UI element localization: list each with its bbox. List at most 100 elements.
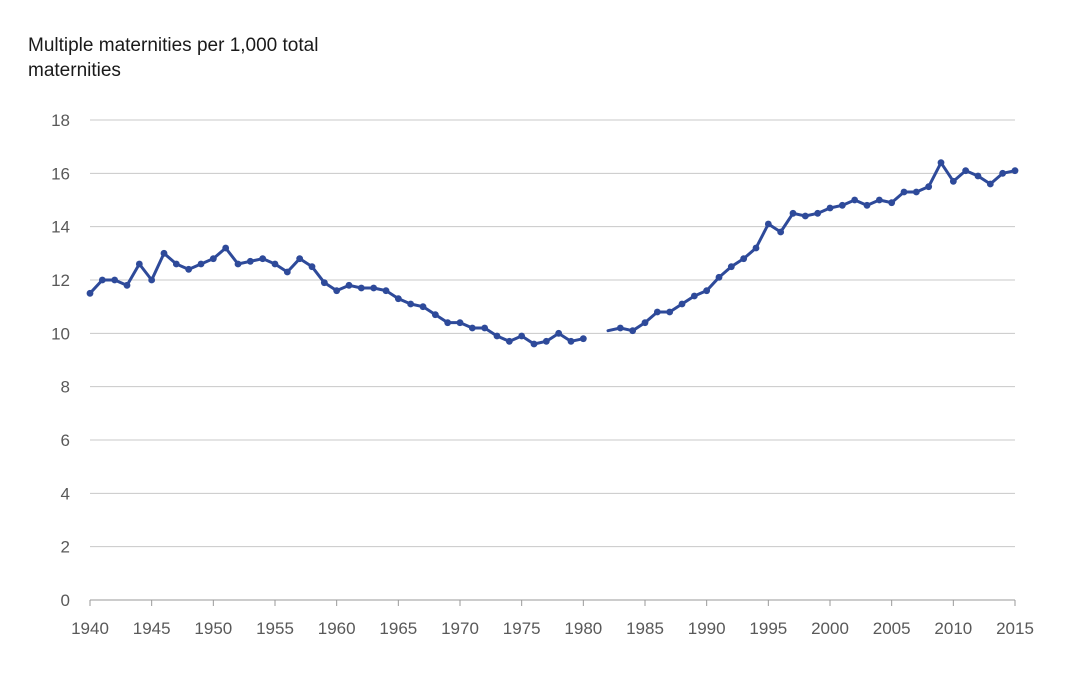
data-point	[283, 268, 291, 276]
data-point	[148, 276, 156, 284]
y-tick-label: 18	[51, 111, 70, 130]
data-point	[86, 289, 94, 297]
data-point	[135, 260, 143, 268]
data-point	[962, 167, 970, 175]
series-line-1	[88, 246, 585, 346]
data-point	[715, 273, 723, 281]
data-point	[949, 177, 957, 185]
data-point	[937, 159, 945, 167]
data-point	[826, 204, 834, 212]
data-point	[851, 196, 859, 204]
data-point	[690, 292, 698, 300]
y-tick-label: 0	[61, 591, 70, 610]
data-point	[345, 281, 353, 289]
x-tick-label: 2000	[811, 619, 849, 638]
data-point	[789, 209, 797, 217]
data-point	[308, 263, 316, 271]
data-point	[197, 260, 205, 268]
data-point	[530, 340, 538, 348]
data-point	[370, 284, 378, 292]
x-tick-label: 1965	[379, 619, 417, 638]
data-point	[900, 188, 908, 196]
data-point	[678, 300, 686, 308]
data-point	[419, 303, 427, 311]
x-tick-label: 1970	[441, 619, 479, 638]
x-tick-label: 1995	[749, 619, 787, 638]
data-point	[320, 279, 328, 287]
y-tick-label: 8	[61, 378, 70, 397]
data-series	[86, 159, 1019, 348]
data-point	[333, 287, 341, 295]
data-point	[407, 300, 415, 308]
x-tick-label: 1955	[256, 619, 294, 638]
data-point	[271, 260, 279, 268]
data-point	[925, 183, 933, 191]
data-point	[727, 263, 735, 271]
x-tick-label: 1985	[626, 619, 664, 638]
x-axis	[89, 599, 1016, 606]
y-tick-label: 4	[61, 484, 70, 503]
data-point	[431, 311, 439, 319]
data-point	[518, 332, 526, 340]
data-point	[666, 308, 674, 316]
data-point	[185, 265, 193, 273]
data-point	[456, 319, 464, 327]
x-tick-label: 1990	[688, 619, 726, 638]
data-point	[875, 196, 883, 204]
data-point	[629, 327, 637, 335]
data-point	[555, 329, 563, 337]
y-tick-label: 12	[51, 271, 70, 290]
data-point	[752, 244, 760, 252]
data-point	[616, 324, 624, 332]
data-point	[653, 308, 661, 316]
data-point	[493, 332, 501, 340]
x-tick-label: 2015	[996, 619, 1034, 638]
data-point	[1011, 167, 1019, 175]
data-point	[764, 220, 772, 228]
y-tick-label: 10	[51, 324, 70, 343]
x-tick-label: 2005	[873, 619, 911, 638]
data-point	[123, 281, 131, 289]
data-point	[98, 276, 106, 284]
data-point	[468, 324, 476, 332]
data-point	[111, 276, 119, 284]
data-point	[382, 287, 390, 295]
x-tick-label: 1940	[71, 619, 109, 638]
data-point	[481, 324, 489, 332]
y-tick-label: 16	[51, 164, 70, 183]
data-point	[542, 337, 550, 345]
data-point	[579, 335, 587, 343]
x-tick-label: 1950	[194, 619, 232, 638]
x-tick-label: 1960	[318, 619, 356, 638]
data-point	[777, 228, 785, 236]
data-point	[394, 295, 402, 303]
y-tick-label: 6	[61, 431, 70, 450]
data-point	[974, 172, 982, 180]
x-tick-label: 1945	[133, 619, 171, 638]
x-tick-label: 2010	[934, 619, 972, 638]
data-point	[641, 319, 649, 327]
y-axis-label-line-1: Multiple maternities per 1,000 total	[28, 35, 318, 56]
data-point	[801, 212, 809, 220]
data-point	[357, 284, 365, 292]
data-point	[160, 249, 168, 257]
y-tick-label: 14	[51, 218, 70, 237]
x-tick-labels: 1940 1945 1950 1955 1960 1965 1970 1975 1980 1985…	[71, 619, 1034, 638]
data-point	[259, 255, 267, 263]
gridlines	[90, 119, 1015, 548]
data-point	[838, 201, 846, 209]
data-point	[567, 337, 575, 345]
data-point	[234, 260, 242, 268]
series-line-2	[606, 161, 1017, 333]
data-point	[444, 319, 452, 327]
data-point	[740, 255, 748, 263]
y-tick-label: 2	[61, 538, 70, 557]
x-tick-label: 1980	[564, 619, 602, 638]
data-point	[999, 169, 1007, 177]
data-point	[222, 244, 230, 252]
data-point	[814, 209, 822, 217]
x-tick-label: 1975	[503, 619, 541, 638]
data-point	[246, 257, 254, 265]
data-point	[172, 260, 180, 268]
